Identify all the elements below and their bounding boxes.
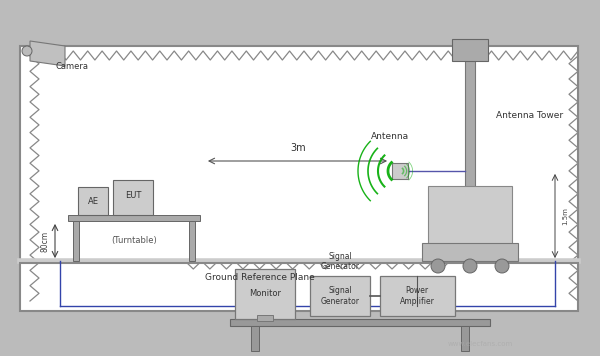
Text: Ground Reference Plane: Ground Reference Plane — [205, 273, 315, 283]
Bar — [452, 39, 488, 61]
Text: Antenna: Antenna — [371, 132, 409, 141]
Bar — [73, 221, 79, 261]
Bar — [461, 326, 469, 351]
Bar — [392, 163, 408, 179]
Text: 1.5m: 1.5m — [562, 207, 568, 225]
Bar — [428, 186, 512, 246]
Text: 80cm: 80cm — [41, 230, 49, 252]
Circle shape — [431, 259, 445, 273]
Circle shape — [463, 259, 477, 273]
Bar — [189, 221, 195, 261]
Bar — [230, 319, 490, 326]
Bar — [380, 276, 455, 316]
Circle shape — [22, 46, 32, 56]
Text: Signal
Generator: Signal Generator — [320, 286, 359, 306]
Bar — [422, 243, 518, 261]
Text: EUT: EUT — [125, 192, 141, 200]
Bar — [465, 51, 475, 261]
Text: Signal
Generator: Signal Generator — [320, 252, 359, 271]
Bar — [251, 326, 259, 351]
Bar — [113, 180, 153, 215]
Text: (Turntable): (Turntable) — [111, 236, 157, 246]
Text: Monitor: Monitor — [249, 289, 281, 298]
Circle shape — [495, 259, 509, 273]
Text: 3m: 3m — [290, 143, 306, 153]
Bar — [20, 46, 578, 311]
Text: Camera: Camera — [55, 62, 88, 71]
Bar — [78, 187, 108, 215]
Polygon shape — [30, 41, 65, 66]
Text: www.elecfans.com: www.elecfans.com — [448, 341, 512, 347]
Bar — [68, 215, 200, 221]
Text: AE: AE — [88, 197, 98, 205]
Bar — [235, 269, 295, 319]
Text: Power
Amplifier: Power Amplifier — [400, 286, 434, 306]
Text: Antenna Tower: Antenna Tower — [496, 111, 563, 120]
Bar — [310, 276, 370, 316]
Bar — [257, 315, 273, 321]
